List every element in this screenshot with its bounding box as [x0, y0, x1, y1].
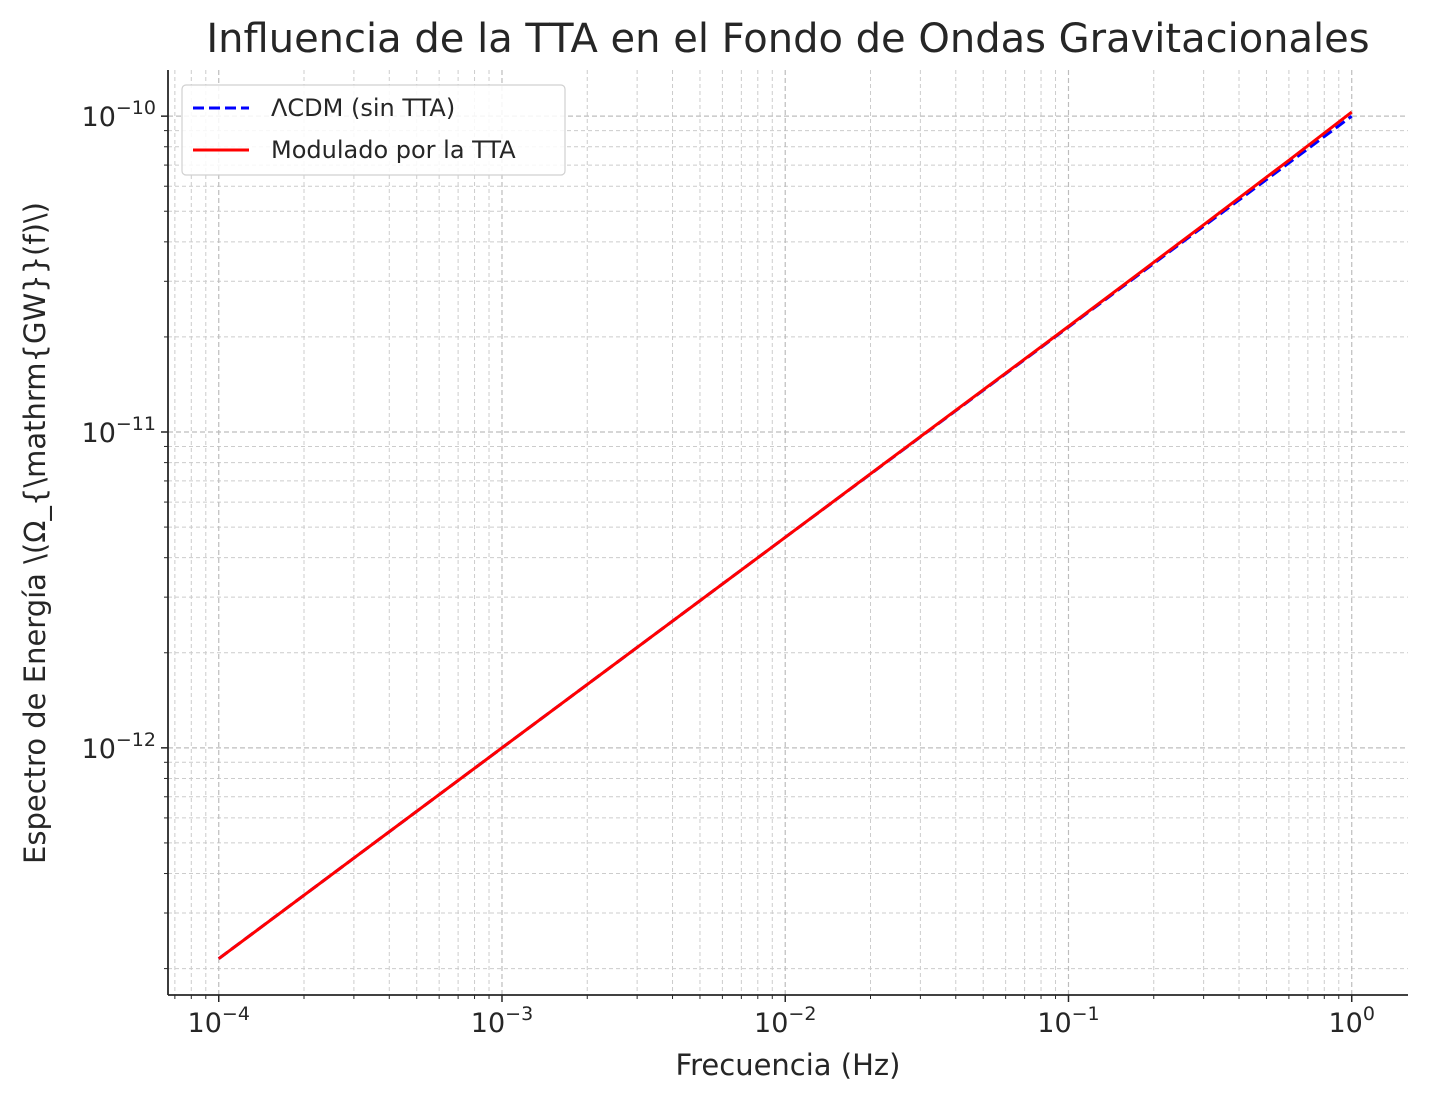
y-axis-label: Espectro de Energía \(Ω_{\mathrm{GW}}(f)…	[18, 202, 52, 864]
series-layer	[217, 110, 1353, 960]
chart-title: Influencia de la TTA en el Fondo de Onda…	[206, 16, 1369, 62]
legend-label-2: Modulado por la TTA	[271, 136, 516, 164]
series-line-2	[217, 110, 1353, 960]
x-axis-ticks: 10−4 10−3 10−2 10−1 100	[188, 1003, 1375, 1039]
y-axis-ticks: 10−12 10−11 10−10	[82, 97, 156, 765]
x-tick-label: 100	[1329, 1003, 1375, 1039]
x-tick-label: 10−4	[188, 1003, 250, 1039]
x-tick-label: 10−2	[754, 1003, 816, 1039]
y-tick-label: 10−11	[82, 413, 156, 449]
minor-grid	[168, 70, 1408, 995]
axes	[161, 70, 1408, 1002]
legend-box	[181, 84, 566, 176]
legend: ΛCDM (sin TTA) Modulado por la TTA	[181, 84, 566, 176]
y-tick-label: 10−12	[82, 729, 156, 765]
x-tick-label: 10−3	[471, 1003, 533, 1039]
major-grid	[168, 70, 1408, 995]
x-tick-label: 10−1	[1037, 1003, 1099, 1039]
y-tick-label: 10−10	[82, 97, 156, 133]
x-axis-label: Frecuencia (Hz)	[676, 1048, 901, 1082]
legend-label-1: ΛCDM (sin TTA)	[271, 94, 455, 122]
